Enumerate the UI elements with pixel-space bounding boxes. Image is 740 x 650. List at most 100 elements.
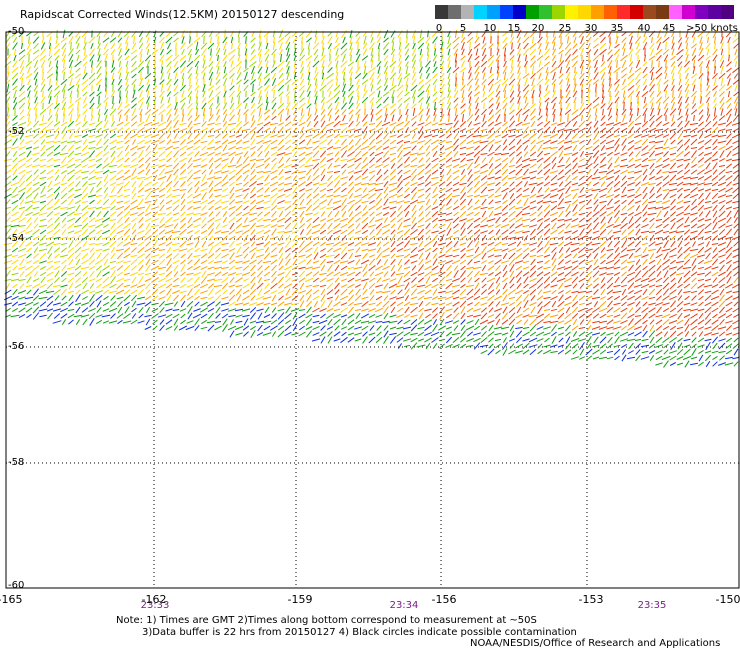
wind-barb — [257, 114, 263, 122]
wind-barb — [181, 36, 185, 44]
wind-barb — [642, 258, 648, 266]
wind-barb — [117, 300, 123, 308]
wind-barb — [228, 229, 236, 235]
wind-barb — [264, 54, 270, 62]
wind-barb — [342, 36, 346, 44]
wind-barb — [672, 90, 674, 98]
wind-barb — [600, 283, 606, 289]
wind-barb — [473, 260, 481, 264]
wind-barb — [206, 146, 216, 150]
wind-barb — [276, 193, 286, 199]
wind-barb — [201, 102, 207, 110]
wind-barb — [369, 199, 375, 205]
wind-barb — [340, 176, 348, 180]
wind-barb — [669, 307, 677, 313]
wind-barb — [81, 79, 89, 85]
wind-barb — [180, 162, 186, 170]
wind-barb — [353, 302, 363, 306]
wind-barb — [151, 164, 159, 168]
wind-barb — [158, 164, 166, 168]
wind-barb — [67, 128, 75, 132]
wind-barb — [410, 246, 418, 254]
wind-barb — [586, 126, 592, 134]
wind-barb — [424, 174, 432, 182]
wind-barb — [362, 72, 368, 80]
wind-barb — [291, 295, 299, 301]
wind-barb — [110, 90, 116, 98]
wind-barb — [221, 260, 229, 264]
wind-barb — [284, 222, 292, 230]
wind-barb — [335, 60, 339, 68]
wind-barb — [453, 240, 459, 248]
wind-barb — [438, 198, 446, 206]
wind-barb — [361, 55, 369, 61]
wind-barb — [124, 103, 130, 109]
wind-barb — [188, 53, 192, 63]
wind-barb — [97, 113, 101, 123]
wind-barb — [292, 85, 298, 91]
wind-barb — [63, 113, 65, 123]
wind-barb — [19, 210, 25, 218]
wind-barb — [732, 296, 740, 300]
wind-barb — [103, 120, 109, 128]
wind-barb — [425, 276, 431, 284]
wind-barb — [306, 294, 312, 302]
wind-barb — [593, 289, 599, 295]
wind-barb — [571, 133, 579, 139]
wind-barb — [326, 79, 334, 85]
wind-barb — [564, 120, 572, 128]
wind-barb — [507, 247, 517, 253]
wind-barb — [508, 169, 516, 175]
wind-barb — [586, 211, 592, 217]
wind-barb — [488, 103, 494, 109]
wind-barb — [348, 175, 354, 181]
wind-barb — [418, 97, 424, 103]
wind-barb — [137, 127, 145, 133]
wind-barb — [286, 66, 290, 74]
wind-barb — [671, 72, 675, 80]
wind-barb — [312, 289, 320, 295]
wind-barb — [690, 235, 698, 241]
wind-barb — [711, 158, 719, 162]
wind-barb — [278, 138, 284, 146]
legend-swatch — [695, 5, 708, 19]
wind-barb — [271, 151, 277, 157]
wind-barb — [630, 101, 632, 111]
wind-barb — [32, 265, 40, 271]
wind-barb — [180, 300, 186, 308]
wind-barb — [564, 169, 572, 175]
wind-barb — [221, 170, 229, 174]
wind-barb — [67, 247, 75, 253]
wind-barb — [635, 181, 641, 187]
wind-barb — [227, 140, 237, 144]
wind-barb — [621, 229, 627, 235]
wind-barb — [577, 307, 587, 313]
wind-barb — [151, 288, 159, 296]
wind-barb — [682, 266, 692, 270]
wind-barb — [166, 66, 172, 74]
wind-barb — [340, 229, 348, 235]
wind-barb — [200, 301, 208, 307]
wind-barb — [565, 247, 571, 253]
wind-barb — [405, 61, 409, 67]
wind-barb — [124, 48, 130, 56]
wind-barb — [24, 200, 34, 204]
wind-barb — [635, 78, 641, 86]
wind-barb — [25, 193, 33, 199]
wind-barb — [11, 272, 19, 276]
wind-barb — [689, 176, 699, 180]
wind-barb — [439, 174, 445, 182]
wind-barb — [105, 84, 107, 92]
wind-barb — [383, 48, 389, 56]
wind-barb — [663, 239, 669, 249]
wind-barb — [243, 205, 249, 211]
wind-barb — [82, 139, 88, 145]
wind-barb — [159, 139, 165, 145]
wind-barb — [292, 234, 298, 242]
wind-barb — [19, 72, 25, 80]
wind-barb — [242, 246, 250, 254]
wind-barb — [234, 302, 244, 306]
wind-barb — [69, 90, 73, 98]
wind-barb — [60, 307, 68, 313]
wind-barb — [543, 181, 551, 187]
